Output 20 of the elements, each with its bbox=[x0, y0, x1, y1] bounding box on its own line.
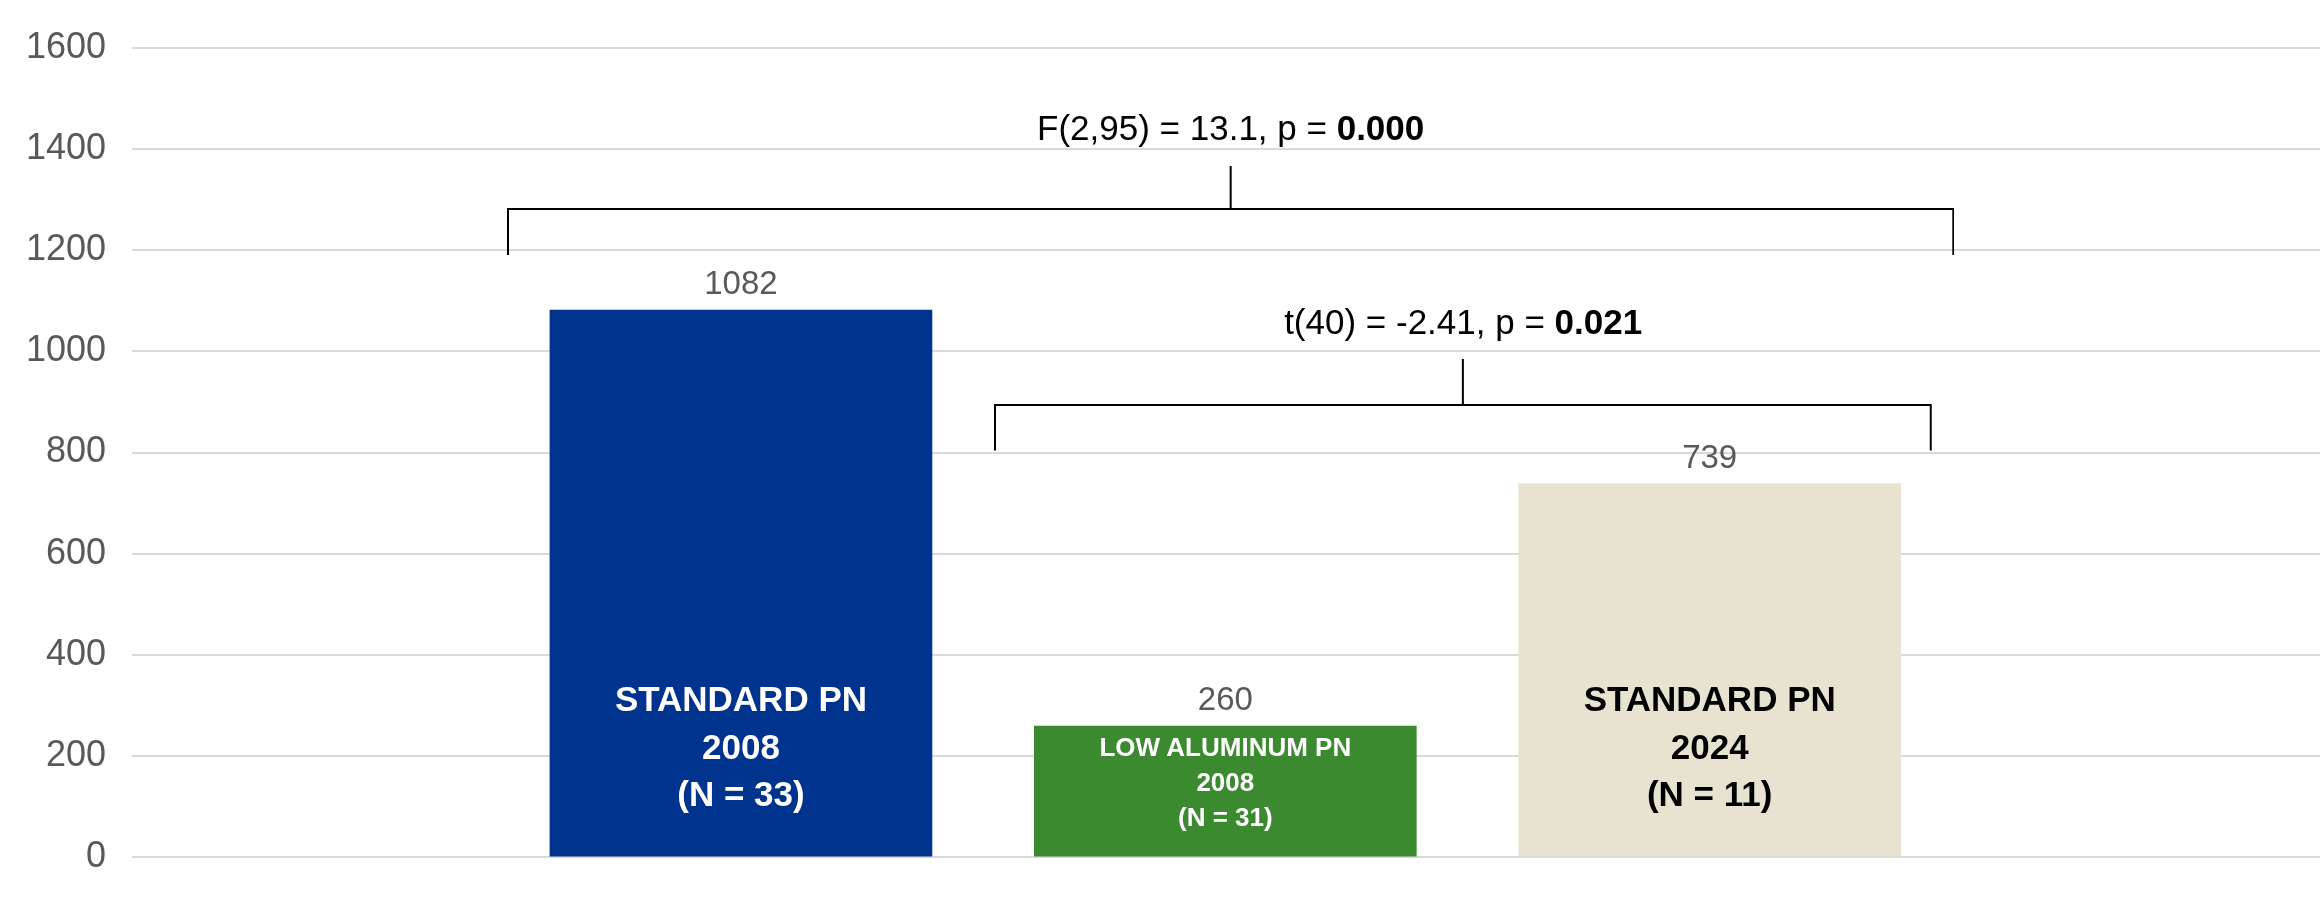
y-tick-label: 200 bbox=[46, 733, 107, 775]
y-tick-label: 1200 bbox=[25, 226, 107, 268]
y-tick-label: 600 bbox=[46, 530, 107, 572]
y-tick-label: 1600 bbox=[25, 24, 107, 66]
x-tick-label: STANDARD PN 2008 (N = 33) bbox=[614, 679, 868, 813]
y-tick-label: 1000 bbox=[25, 328, 107, 370]
y-tick-label: 400 bbox=[46, 631, 107, 673]
annotation: F(2,95) = 13.1, p = 0.000 bbox=[1037, 108, 1425, 148]
y-tick-label: 1400 bbox=[25, 125, 107, 167]
x-tick-label: LOW ALUMINUM PN 2008 (N = 31) bbox=[1099, 731, 1352, 832]
annotation: t(40) = -2.41, p = 0.021 bbox=[1284, 301, 1643, 341]
y-tick-label: 0 bbox=[86, 834, 107, 876]
bar bbox=[1518, 483, 1902, 857]
bar bbox=[549, 309, 933, 857]
y-tick-label: 800 bbox=[46, 429, 107, 471]
data-label: 739 bbox=[1682, 437, 1738, 475]
data-label: 260 bbox=[1197, 680, 1253, 718]
x-tick-label: STANDARD PN 2024 (N = 11) bbox=[1583, 679, 1836, 813]
bar bbox=[1033, 725, 1417, 857]
data-label: 1082 bbox=[704, 264, 778, 302]
